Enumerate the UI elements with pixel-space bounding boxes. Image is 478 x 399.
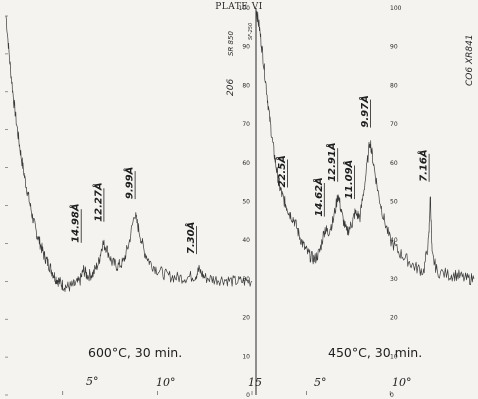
left-axis-y-tick-label-0: 0: [246, 392, 250, 399]
left-trace-group: [5, 16, 253, 292]
right-axis-y-tick-label-9: 90: [390, 44, 398, 51]
right-peak-text-0: 22.5Å: [275, 155, 288, 187]
left-axis-y-tick-label-3: 30: [242, 276, 250, 283]
plate-title: PLATE VI: [215, 2, 263, 12]
left-x-tick-10: 10°: [156, 376, 176, 389]
left-peak-text-1: 12.27Å: [91, 182, 104, 221]
right-axis-y-tick-label-7: 70: [390, 121, 398, 128]
left-axis-y-tick-label-4: 40: [242, 237, 250, 244]
right-axis-y-tick-label-8: 80: [390, 82, 398, 89]
left-x-tick-5: 5°: [86, 375, 99, 388]
right-axis-y-tick-label-10: 100: [390, 5, 402, 12]
left-peak-label-2: 9.99Å: [123, 167, 136, 200]
right-axis-y-tick-label-4: 40: [390, 237, 398, 244]
right-trace-group: [255, 9, 475, 286]
right-peak-text-4: 9.97Å: [358, 95, 371, 127]
left-axis-y-tick-label-10: 100: [239, 5, 251, 12]
right-axis-y-tick-label-2: 20: [390, 315, 398, 322]
right-peak-label-0: 22.5Å: [275, 155, 288, 188]
left-axis-y-tick-label-9: 90: [242, 44, 250, 51]
left-peak-text-0: 14.98Å: [69, 203, 82, 242]
right-axis-y-tick-label-3: 30: [390, 276, 398, 283]
left-chart-title: 600°C, 30 min.: [88, 345, 182, 360]
left-peak-text-2: 9.99Å: [123, 167, 136, 199]
left-axis-y-tick-label-1: 10: [242, 353, 250, 360]
right-series-line: [255, 9, 475, 286]
left-peak-text-3: 7.30Å: [184, 222, 197, 254]
right-x-tick-5: 5°: [314, 376, 327, 389]
right-peak-label-4: 9.97Å: [358, 95, 371, 128]
right-x-tick-10: 10°: [392, 376, 412, 389]
right-peak-text-5: 7.16Å: [417, 149, 430, 181]
right-peak-label-1: 14.62Å: [312, 177, 325, 217]
right-axis-y-tick-label-5: 50: [390, 199, 398, 206]
right-axis-y-tick-label-6: 60: [390, 160, 398, 167]
axes-group: [5, 8, 391, 396]
left-peak-label-3: 7.30Å: [184, 222, 197, 255]
right-chart-title: 450°C, 30 min.: [328, 345, 422, 360]
left-axis-y-tick-label-5: 50: [242, 199, 250, 206]
left-small-label: SF-250: [248, 23, 254, 40]
left-peak-label-0: 14.98Å: [69, 203, 82, 243]
left-series-line: [5, 16, 253, 292]
left-x-tick-15: 15: [248, 376, 262, 389]
left-axis-y-tick-label-8: 80: [242, 82, 250, 89]
left-code-label: SR 850: [227, 31, 235, 56]
left-peak-label-1: 12.27Å: [91, 182, 104, 222]
right-peak-text-1: 14.62Å: [312, 177, 325, 216]
left-id-label: 206: [226, 79, 236, 96]
right-code-label: CO6 XR841: [465, 34, 475, 86]
right-peak-text-3: 11.09Å: [342, 160, 355, 199]
left-axis-y-tick-label-6: 60: [242, 160, 250, 167]
right-peak-text-2: 12.91Å: [325, 142, 338, 181]
right-axis-y-tick-label-1: 10: [390, 353, 398, 360]
tick-labels-group: 0 0 10 10 20 20 30 30 40 40 50 50 60 60 70 70 80 80 90 90 10…: [239, 5, 402, 399]
right-peak-label-3: 11.09Å: [342, 160, 355, 200]
right-peak-label-2: 12.91Å: [325, 142, 338, 182]
right-axis-y-tick-label-0: 0: [390, 392, 394, 399]
right-peak-label-5: 7.16Å: [417, 149, 430, 182]
left-axis-y-tick-label-2: 20: [242, 315, 250, 322]
left-axis-y-tick-label-7: 70: [242, 121, 250, 128]
